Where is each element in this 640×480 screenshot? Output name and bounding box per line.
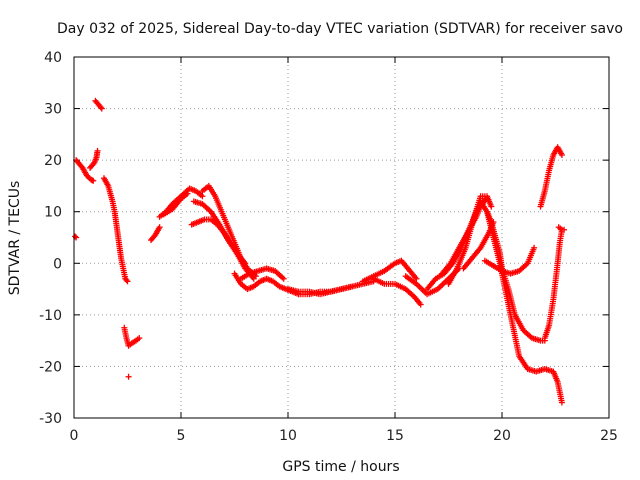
data-point: [90, 177, 97, 184]
x-tick-label: 10: [279, 428, 297, 444]
y-tick-label: 40: [44, 50, 62, 66]
data-point: [250, 275, 257, 282]
data-point: [124, 278, 131, 285]
y-tick-label: 20: [44, 153, 62, 169]
data-point: [413, 275, 420, 282]
data-points: [72, 97, 568, 406]
x-axis-label: GPS time / hours: [282, 459, 399, 475]
data-point: [349, 283, 356, 290]
data-point: [72, 233, 79, 240]
x-tick-label: 20: [493, 428, 511, 444]
data-point: [488, 203, 495, 210]
data-point: [136, 335, 143, 342]
grid-lines: [74, 57, 609, 418]
y-tick-label: -20: [39, 359, 62, 375]
y-tick-label: 10: [44, 205, 62, 221]
x-tick-label: 0: [70, 428, 79, 444]
data-point: [558, 399, 565, 406]
y-tick-label: -10: [39, 308, 62, 324]
y-axis-label: SDTVAR / TECUs: [7, 181, 23, 296]
y-tick-label: 30: [44, 102, 62, 118]
data-point: [561, 226, 568, 233]
data-point: [484, 195, 491, 202]
data-point: [417, 301, 424, 308]
data-point: [97, 104, 104, 111]
y-tick-label: 0: [53, 256, 62, 272]
chart-title: Day 032 of 2025, Sidereal Day-to-day VTE…: [57, 21, 623, 37]
data-point: [156, 224, 163, 231]
data-point: [94, 147, 101, 154]
y-tick-label: -30: [39, 411, 62, 427]
data-point: [184, 190, 191, 197]
data-point: [199, 193, 206, 200]
data-point: [125, 373, 132, 380]
plot-frame: [73, 56, 610, 419]
data-point: [531, 244, 538, 251]
data-point: [280, 275, 287, 282]
x-tick-label: 15: [386, 428, 404, 444]
x-tick-label: 5: [177, 428, 186, 444]
data-point: [558, 151, 565, 158]
x-tick-label: 25: [600, 428, 618, 444]
data-point: [123, 277, 130, 284]
data-point: [90, 161, 97, 168]
data-point: [98, 105, 105, 112]
axis-ticks: 0 5 10 15 20 25 -30 -20 -10 0 10 20 30 40: [39, 50, 618, 444]
